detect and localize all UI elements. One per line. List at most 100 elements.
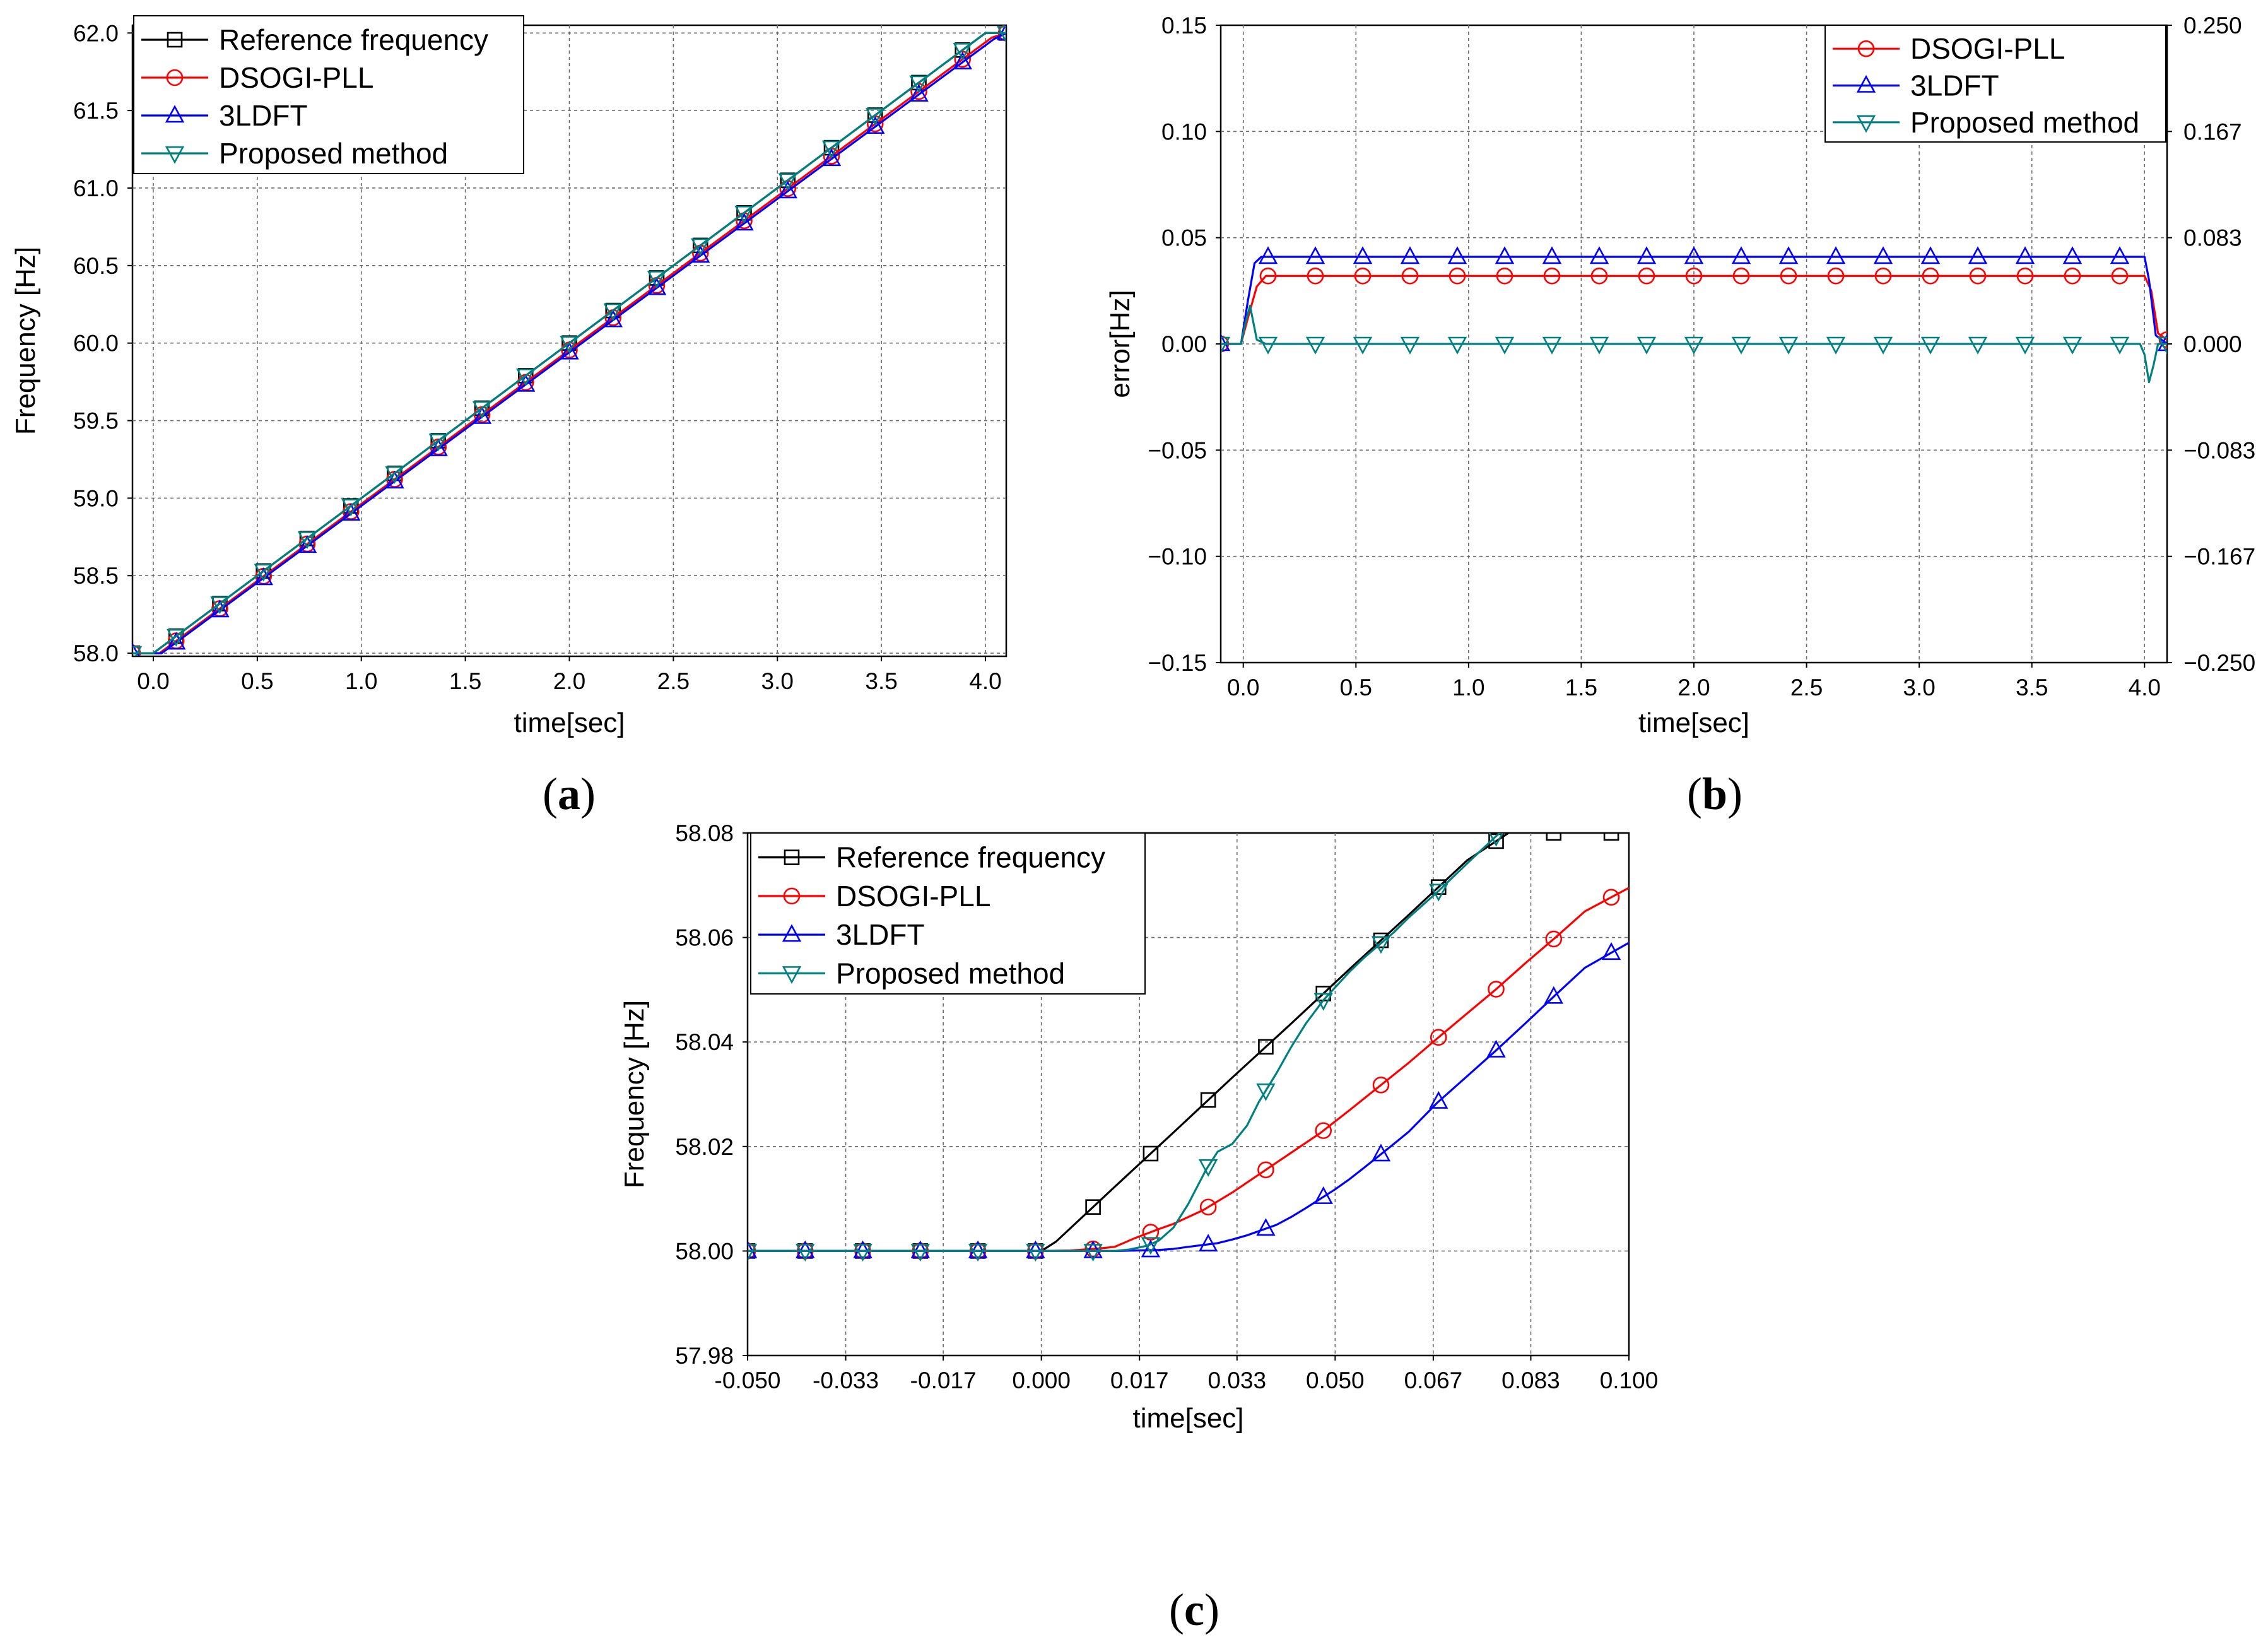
- legend-frame: [750, 832, 1146, 995]
- panel-caption: (a): [543, 769, 596, 819]
- x-tick-label: 3.0: [1903, 675, 1935, 700]
- data-point-marker: [1546, 833, 1562, 841]
- caption-letter: a: [558, 769, 580, 819]
- data-point-marker: [1429, 1090, 1448, 1109]
- x-tick-label: 1.5: [1565, 675, 1597, 700]
- y-tick-label: 58.06: [675, 925, 734, 951]
- y-tick-label: 0.10: [1161, 119, 1207, 145]
- series-line: [748, 833, 1509, 1253]
- x-tick-label: 2.5: [1790, 675, 1823, 700]
- data-point-marker: [1589, 246, 1609, 264]
- data-point-marker: [1542, 336, 1562, 355]
- data-point-marker: [1143, 1145, 1159, 1162]
- legend-label: 3LDFT: [1910, 69, 1999, 102]
- x-tick-label: 0.050: [1306, 1367, 1365, 1393]
- y-tick-label: 61.5: [73, 98, 119, 124]
- data-point-marker: [1258, 1039, 1274, 1055]
- x-tick-label: 0.0: [1227, 675, 1259, 700]
- y2-tick-label: −0.167: [2183, 544, 2255, 570]
- data-point-marker: [2016, 267, 2034, 285]
- legend-label: Reference frequency: [836, 841, 1105, 874]
- data-point-marker: [560, 336, 579, 354]
- data-point-marker: [796, 1244, 815, 1262]
- data-point-marker: [1221, 336, 1231, 355]
- panel-caption: (c): [1169, 1585, 1219, 1635]
- y-tick-label: 58.02: [675, 1134, 734, 1160]
- y2-tick-label: −0.083: [2183, 437, 2255, 463]
- legend-marker: [784, 849, 800, 865]
- data-point-marker: [1602, 889, 1620, 906]
- legend-marker: [165, 105, 185, 123]
- data-point-marker: [1259, 267, 1277, 285]
- data-point-marker: [1590, 267, 1608, 285]
- data-point-marker: [968, 1244, 988, 1262]
- data-point-marker: [1429, 883, 1448, 902]
- data-point-marker: [1199, 1198, 1217, 1216]
- data-point-marker: [1922, 267, 1939, 285]
- data-point-marker: [1636, 336, 1657, 355]
- y2-tick-label: 0.000: [2183, 331, 2242, 357]
- data-point-marker: [1141, 1239, 1161, 1258]
- data-point-marker: [254, 564, 273, 582]
- data-point-marker: [691, 245, 710, 263]
- x-tick-label: 1.0: [345, 668, 377, 694]
- data-point-marker: [1778, 336, 1799, 355]
- legend-marker: [783, 887, 801, 905]
- data-point-marker: [1313, 1186, 1333, 1204]
- data-point-marker: [1780, 267, 1797, 285]
- data-point-marker: [1826, 246, 1846, 264]
- caption-paren: ): [1204, 1585, 1219, 1635]
- data-point-marker: [996, 25, 1006, 44]
- y-tick-label: 60.5: [73, 253, 119, 279]
- data-point-marker: [954, 50, 972, 68]
- data-point-marker: [1083, 1240, 1103, 1258]
- data-point-marker: [1256, 1218, 1276, 1236]
- y2-tick-label: 0.083: [2183, 225, 2242, 251]
- data-point-marker: [341, 503, 361, 521]
- data-point-marker: [1315, 1122, 1332, 1139]
- caption-letter: b: [1702, 769, 1727, 819]
- x-axis-label: time[sec]: [514, 707, 625, 738]
- data-point-marker: [341, 499, 361, 517]
- data-point-marker: [1544, 986, 1563, 1004]
- data-point-marker: [1684, 246, 1704, 264]
- data-point-marker: [603, 303, 623, 321]
- data-point-marker: [1495, 246, 1515, 264]
- legend-label: Proposed method: [1910, 106, 2139, 139]
- caption-paren: (: [1169, 1585, 1184, 1635]
- legend: DSOGI-PLL 3LDFT Proposed method: [1824, 25, 2166, 143]
- data-point-marker: [2062, 246, 2083, 264]
- data-point-marker: [1968, 246, 1988, 264]
- legend-marker: [782, 966, 802, 984]
- data-point-marker: [167, 632, 186, 650]
- data-point-marker: [2110, 246, 2130, 264]
- data-point-marker: [1198, 1234, 1218, 1252]
- legend-label: 3LDFT: [219, 99, 308, 132]
- y-tick-label: 0.05: [1161, 225, 1207, 251]
- x-axis-label: time[sec]: [1132, 1403, 1243, 1434]
- data-point-marker: [1400, 336, 1420, 355]
- data-point-marker: [1430, 1029, 1447, 1046]
- caption-paren: ): [1727, 769, 1742, 819]
- y2-tick-label: 0.167: [2183, 119, 2242, 145]
- data-point-marker: [853, 1244, 873, 1262]
- data-point-marker: [1731, 336, 1751, 355]
- data-point-marker: [1258, 336, 1278, 355]
- data-point-marker: [428, 434, 448, 452]
- legend-marker: [1857, 40, 1875, 57]
- x-tick-label: -0.033: [813, 1367, 879, 1393]
- legend-marker: [165, 146, 185, 164]
- data-point-marker: [910, 1240, 930, 1258]
- x-tick-label: 0.5: [1340, 675, 1372, 700]
- y2-tick-label: −0.250: [2183, 650, 2255, 676]
- data-point-marker: [2062, 336, 2083, 355]
- x-tick-label: 0.000: [1012, 1367, 1071, 1393]
- series-proposed-method: [748, 833, 1504, 1262]
- series-line: [748, 833, 1501, 1253]
- data-point-marker: [1447, 336, 1467, 355]
- x-tick-label: -0.017: [910, 1367, 977, 1393]
- data-point-marker: [909, 83, 929, 102]
- y-axis-label: Frequency [Hz]: [619, 1000, 650, 1188]
- data-point-marker: [254, 567, 273, 586]
- x-tick-label: 1.5: [449, 668, 481, 694]
